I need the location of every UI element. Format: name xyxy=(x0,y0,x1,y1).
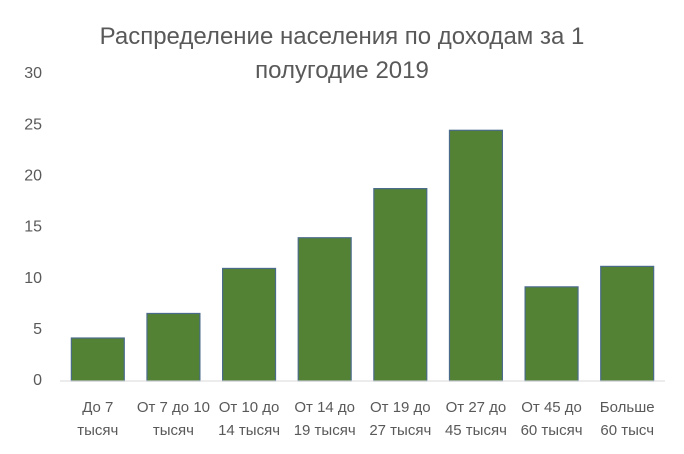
bar xyxy=(146,312,201,382)
x-tick-label: От 45 до 60 тысяч xyxy=(520,399,583,439)
bar xyxy=(448,129,504,382)
x-tick-label: От 27 до 45 тысяч xyxy=(444,399,507,439)
y-tick-label: 30 xyxy=(24,65,42,82)
y-tick-label: 20 xyxy=(24,168,42,185)
chart-title: Распределение населения по доходам за 1 … xyxy=(99,23,585,84)
x-tick-label: От 10 до 14 тысяч xyxy=(218,399,281,439)
x-tick-label: От 19 до 27 тысяч xyxy=(369,399,432,439)
bar xyxy=(600,265,655,382)
y-tick-label: 5 xyxy=(33,321,42,338)
y-tick-label: 15 xyxy=(24,219,42,236)
bar xyxy=(297,237,352,382)
x-tick-label: Больше 60 тысч xyxy=(599,399,655,439)
bar xyxy=(373,188,428,382)
bar xyxy=(70,337,125,382)
bar xyxy=(221,267,277,382)
y-tick-label: 25 xyxy=(24,116,42,133)
x-tick-label: До 7 тысяч xyxy=(77,399,119,439)
y-tick-label: 0 xyxy=(33,372,42,389)
bar xyxy=(524,286,579,382)
y-tick-label: 10 xyxy=(24,270,42,287)
x-tick-label: От 7 до 10 тысяч xyxy=(136,399,211,439)
x-tick-label: От 14 до 19 тысяч xyxy=(293,399,356,439)
